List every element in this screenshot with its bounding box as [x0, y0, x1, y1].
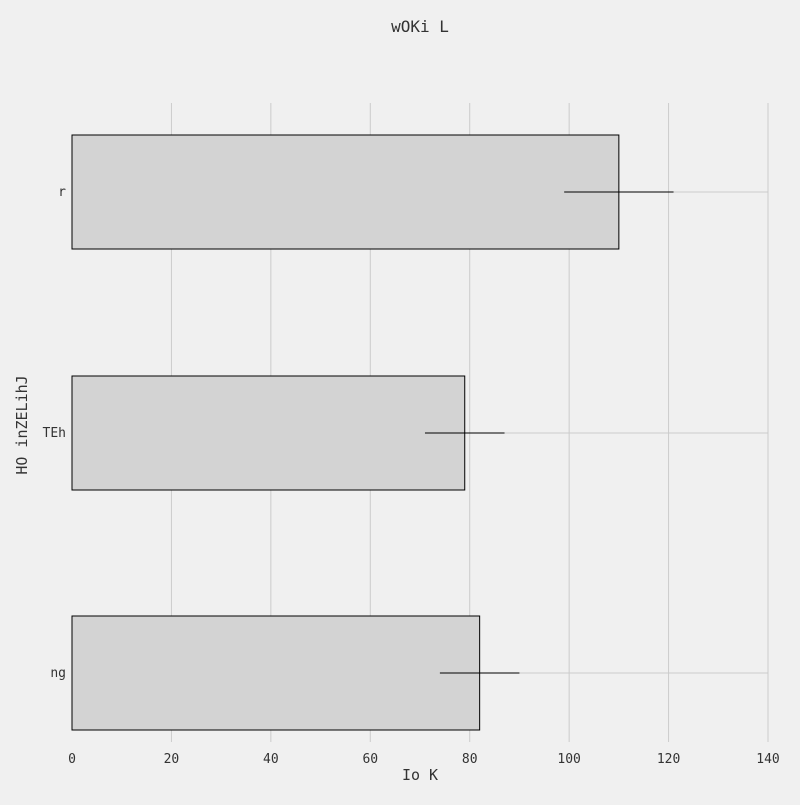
- y-tick-labels: r TEh ng: [43, 185, 67, 681]
- x-tick-labels: 0 20 40 60 80 100 120 140: [68, 752, 780, 767]
- x-tick-label: 140: [756, 752, 779, 767]
- y-tick-label: r: [58, 185, 66, 200]
- y-tick-label: TEh: [43, 426, 66, 441]
- x-axis-label: Io K: [402, 766, 438, 784]
- x-tick-label: 40: [263, 752, 279, 767]
- bar: [71, 615, 481, 731]
- x-tick-label: 20: [164, 752, 180, 767]
- y-tick-label: ng: [50, 666, 66, 681]
- x-tick-label: 100: [557, 752, 580, 767]
- bars: [71, 134, 620, 731]
- error-bars: [424, 191, 674, 674]
- x-tick-label: 120: [657, 752, 680, 767]
- chart-title: wOKi L: [391, 17, 449, 36]
- x-tick-label: 0: [68, 752, 76, 767]
- bar: [71, 375, 466, 491]
- x-tick-label: 80: [462, 752, 478, 767]
- x-tick-label: 60: [362, 752, 378, 767]
- y-axis-label: HO inZELihJ: [13, 375, 31, 474]
- bar: [71, 134, 620, 250]
